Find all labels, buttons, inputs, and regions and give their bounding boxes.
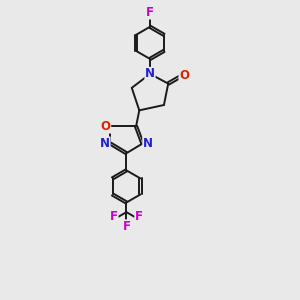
Text: F: F [146, 6, 154, 19]
Text: N: N [145, 68, 155, 80]
Text: F: F [122, 220, 130, 233]
Text: N: N [100, 137, 110, 150]
Text: F: F [110, 210, 118, 223]
Text: F: F [135, 210, 143, 223]
Text: O: O [179, 68, 189, 82]
Text: O: O [100, 120, 111, 133]
Text: N: N [143, 137, 153, 150]
